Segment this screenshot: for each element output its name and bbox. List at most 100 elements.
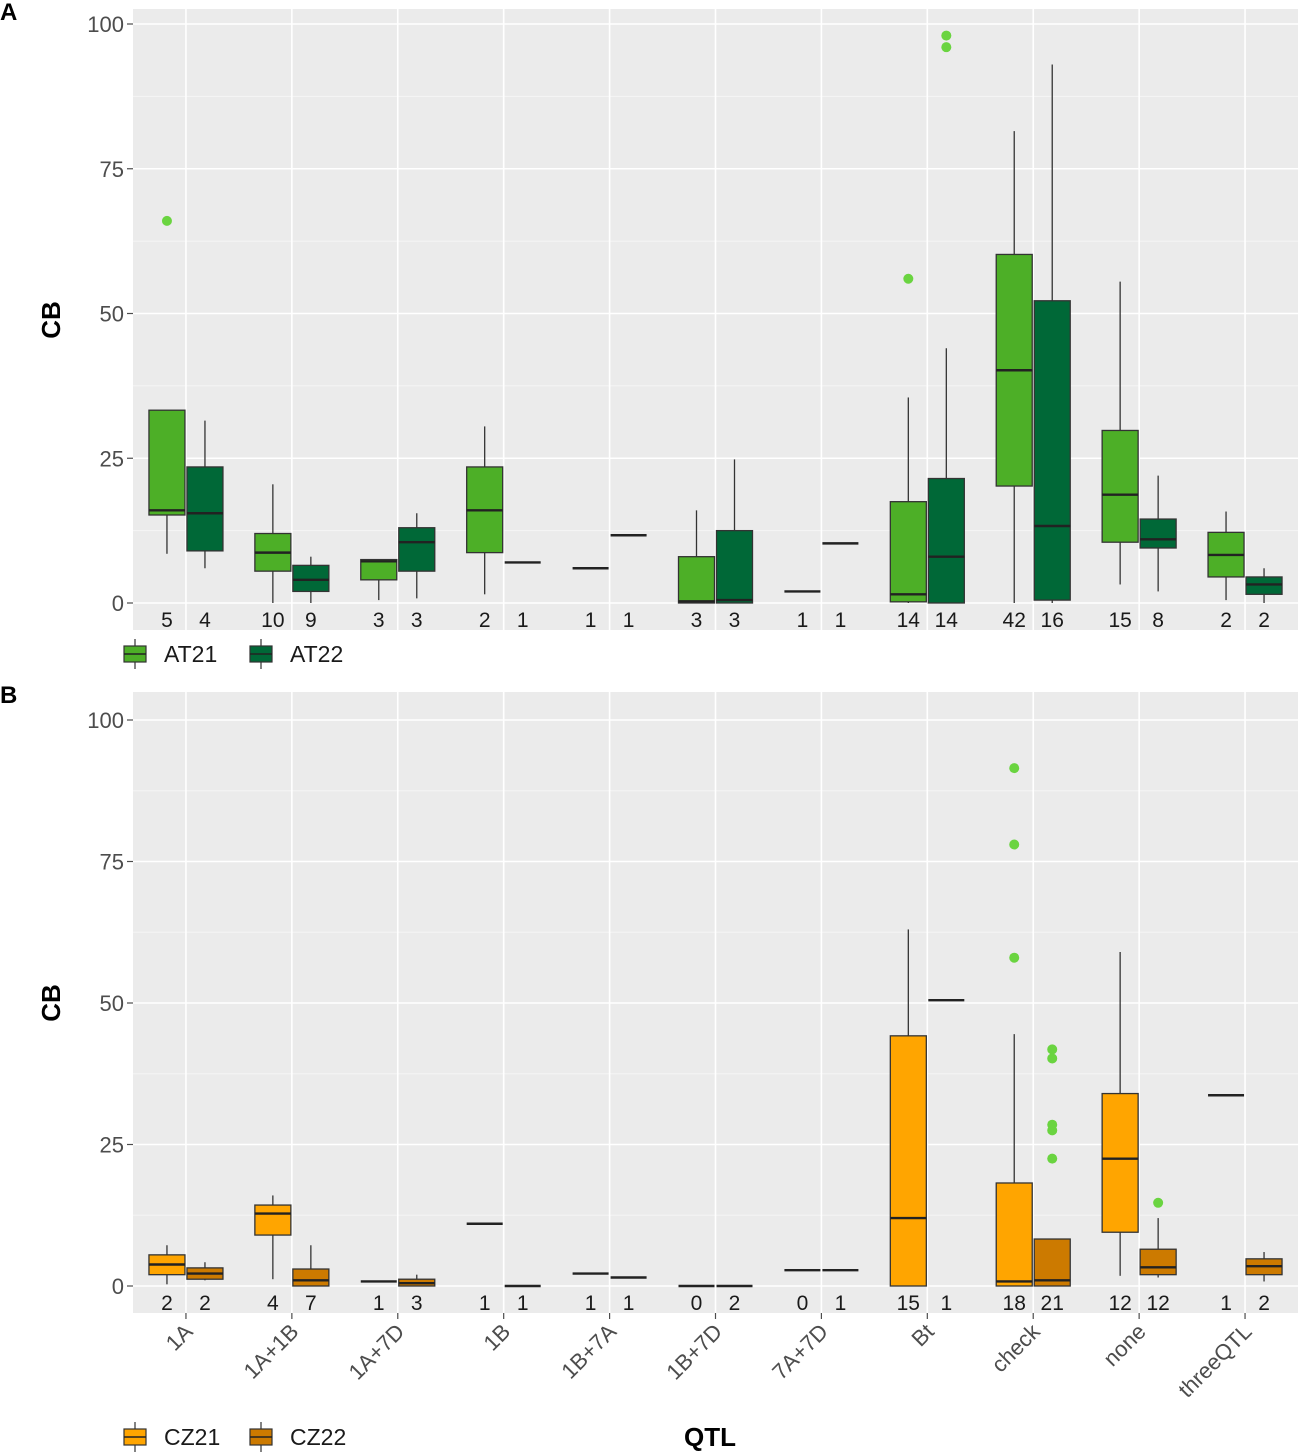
outlier-point bbox=[1047, 1153, 1058, 1164]
box-cz21-1a-1b bbox=[254, 1195, 292, 1280]
count-labels-b: 2 4 1 1 1 0 0 15 18 12 12 7 3 1 1 2 1 1 21 12 2 bbox=[161, 1292, 1270, 1315]
y-tick-label: 25 bbox=[100, 446, 124, 471]
count-label-at21-check: 42 bbox=[1003, 609, 1026, 632]
box-rect bbox=[889, 1035, 927, 1287]
x-category-label-1a-7d: 1A+7D bbox=[344, 1319, 410, 1385]
x-category-label-1b-7a: 1B+7A bbox=[556, 1319, 621, 1384]
box-at22-1b-7d bbox=[715, 459, 754, 604]
box-cz21-check bbox=[995, 763, 1033, 1287]
outlier-point bbox=[1047, 1044, 1058, 1055]
count-label-cz22-1b: 1 bbox=[517, 1292, 529, 1315]
count-label-cz21-1b-7d: 0 bbox=[691, 1292, 703, 1315]
count-label-at21-none: 15 bbox=[1108, 609, 1131, 632]
count-label-at22-1a-7d: 3 bbox=[411, 609, 423, 632]
x-axis-title: QTL bbox=[684, 1422, 736, 1452]
box-rect bbox=[1101, 429, 1139, 543]
count-label-at21-1b-7d: 3 bbox=[691, 609, 703, 632]
box-at21-check bbox=[995, 131, 1033, 603]
count-label-cz22-bt: 1 bbox=[940, 1292, 952, 1315]
box-at22-none bbox=[1139, 475, 1177, 592]
outlier-point bbox=[1009, 952, 1020, 963]
count-label-cz21-1a: 2 bbox=[161, 1292, 173, 1315]
box-rect bbox=[360, 558, 398, 581]
box-at21-none bbox=[1101, 281, 1139, 585]
legend-b: CZ21 CZ22 bbox=[123, 1422, 346, 1452]
legend-item-cz21: CZ21 bbox=[123, 1422, 220, 1452]
count-label-at22-1a: 4 bbox=[199, 609, 211, 632]
count-label-at21-1a-1b: 10 bbox=[261, 609, 284, 632]
box-rect bbox=[398, 527, 436, 572]
count-label-at21-1a-7d: 3 bbox=[373, 609, 385, 632]
box-rect bbox=[186, 466, 224, 552]
y-tick-label: 25 bbox=[100, 1133, 124, 1158]
count-label-at22-1b-7a: 1 bbox=[623, 609, 635, 632]
legend-a: AT21 AT22 bbox=[123, 639, 343, 669]
x-category-label-1b: 1B bbox=[479, 1319, 516, 1356]
legend-label-at22: AT22 bbox=[290, 641, 343, 667]
box-rect bbox=[292, 1268, 330, 1287]
box-cz22-check bbox=[1033, 1044, 1071, 1287]
boxplots-b bbox=[148, 763, 1283, 1288]
outlier-point bbox=[161, 215, 172, 226]
legend-label-cz21: CZ21 bbox=[164, 1424, 220, 1450]
box-rect bbox=[1033, 1238, 1071, 1287]
x-category-label-none: none bbox=[1098, 1319, 1150, 1371]
box-rect bbox=[715, 529, 754, 604]
box-cz22-threeqtl bbox=[1245, 1252, 1283, 1282]
y-tick-label: 0 bbox=[112, 1274, 124, 1299]
y-tick-label: 75 bbox=[100, 157, 124, 182]
count-label-cz22-none: 12 bbox=[1146, 1292, 1169, 1315]
outlier-point bbox=[1009, 839, 1020, 850]
count-label-at22-bt: 14 bbox=[935, 609, 959, 632]
y-axis-title-a: CB bbox=[36, 301, 66, 339]
outlier-point bbox=[1047, 1053, 1058, 1064]
outlier-point bbox=[1009, 763, 1020, 774]
x-category-label-7a-7d: 7A+7D bbox=[767, 1319, 833, 1385]
count-label-cz22-1a-1b: 7 bbox=[305, 1292, 317, 1315]
box-at22-1a bbox=[186, 420, 224, 569]
x-category-label-1a-1b: 1A+1B bbox=[239, 1319, 304, 1384]
box-cz21-1a bbox=[148, 1245, 186, 1285]
outlier-point bbox=[941, 30, 952, 41]
box-rect bbox=[927, 477, 965, 604]
box-rect bbox=[254, 1204, 292, 1236]
y-tick-label: 75 bbox=[100, 850, 124, 875]
box-at21-threeqtl bbox=[1207, 511, 1245, 601]
box-cz21-none bbox=[1101, 952, 1139, 1276]
box-rect bbox=[995, 1182, 1033, 1287]
legend-item-at21: AT21 bbox=[123, 639, 217, 669]
outlier-point bbox=[1153, 1197, 1164, 1208]
legend-item-cz22: CZ22 bbox=[249, 1422, 346, 1452]
panel-label-b: B bbox=[0, 682, 17, 709]
gridlines-b bbox=[133, 692, 1298, 1313]
box-at21-1a-7d bbox=[360, 558, 398, 601]
count-label-cz21-threeqtl: 1 bbox=[1220, 1292, 1232, 1315]
y-tick-label: 0 bbox=[112, 591, 124, 616]
box-at21-1a bbox=[148, 215, 186, 554]
count-label-cz21-1b-7a: 1 bbox=[585, 1292, 597, 1315]
x-category-label-bt: Bt bbox=[906, 1319, 938, 1351]
count-label-at22-none: 8 bbox=[1152, 609, 1164, 632]
count-labels-a: 5 10 3 2 1 3 1 14 42 15 2 4 9 3 1 1 3 1 14 16 8 2 bbox=[161, 609, 1270, 632]
box-at21-1b-7d bbox=[677, 510, 716, 604]
box-at22-threeqtl bbox=[1245, 568, 1283, 603]
box-cz21-bt bbox=[889, 929, 927, 1287]
count-label-cz22-1b-7a: 1 bbox=[623, 1292, 635, 1315]
count-label-cz22-1a: 2 bbox=[199, 1292, 211, 1315]
box-cz22-1a-7d bbox=[398, 1274, 436, 1287]
box-rect bbox=[148, 409, 186, 516]
count-label-cz21-1a-1b: 4 bbox=[267, 1292, 279, 1315]
box-at21-bt bbox=[889, 273, 927, 603]
x-category-label-1b-7d: 1B+7D bbox=[661, 1319, 727, 1385]
box-rect bbox=[1033, 300, 1071, 601]
count-label-cz22-check: 21 bbox=[1041, 1292, 1064, 1315]
legend-item-at22: AT22 bbox=[249, 639, 343, 669]
box-at22-bt bbox=[927, 30, 965, 604]
box-rect bbox=[889, 501, 927, 603]
legend-label-cz22: CZ22 bbox=[290, 1424, 346, 1450]
box-at22-1a-1b bbox=[292, 556, 330, 603]
outlier-point bbox=[941, 42, 952, 53]
legend-label-at21: AT21 bbox=[164, 641, 217, 667]
